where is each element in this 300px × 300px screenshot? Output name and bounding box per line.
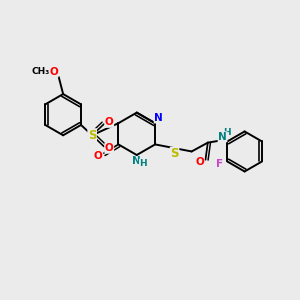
- Text: CH₃: CH₃: [31, 68, 49, 76]
- Text: O: O: [94, 151, 103, 160]
- Text: H: H: [140, 159, 147, 168]
- Text: O: O: [105, 143, 114, 153]
- Text: S: S: [170, 147, 179, 160]
- Text: O: O: [105, 117, 114, 127]
- Text: O: O: [49, 67, 58, 77]
- Text: H: H: [223, 128, 231, 136]
- Text: N: N: [218, 132, 227, 142]
- Text: N: N: [154, 113, 163, 123]
- Text: N: N: [132, 157, 140, 166]
- Text: S: S: [88, 129, 96, 142]
- Text: O: O: [195, 157, 204, 167]
- Text: F: F: [216, 159, 224, 169]
